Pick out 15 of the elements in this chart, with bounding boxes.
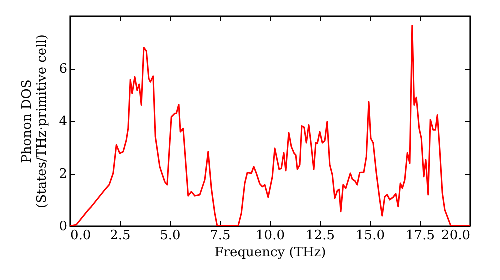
x-tick-label: 5.0 [160,228,181,244]
y-axis-title: Phonon DOS (States/THz·primitive cell) [20,34,50,209]
x-tick-label: 17.5 [406,228,435,244]
x-tick-label: 10.0 [256,228,285,244]
x-axis-title: Frequency (THz) [214,246,326,260]
x-tick-label: 15.0 [356,228,385,244]
x-tick-label: 2.5 [110,228,131,244]
x-tick-label: 7.5 [210,228,231,244]
y-tick-label: 2 [59,167,68,182]
y-tick-label: 0 [59,220,68,234]
x-tick-label: 0.0 [70,228,92,244]
y-tick-label: 4 [59,114,68,130]
x-tick-label: 20.0 [442,228,470,244]
x-tick-label: 12.5 [306,228,335,244]
y-tick-label: 6 [59,62,68,77]
